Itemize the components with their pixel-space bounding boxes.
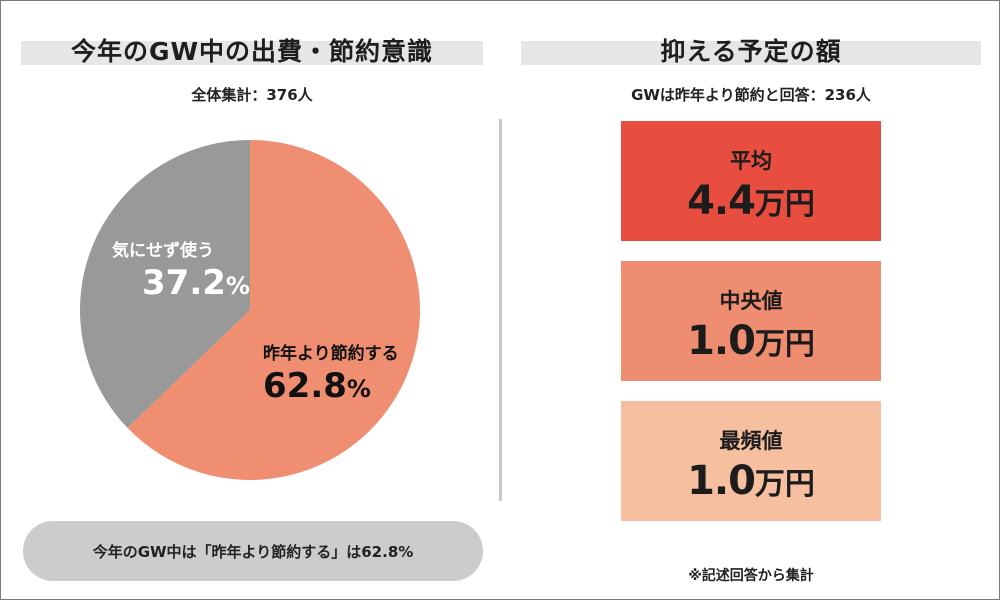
pie-label-dontcare: 気にせず使う 37.2% [112, 241, 250, 301]
slice-label-dontcare: 気にせず使う [112, 241, 214, 261]
left-section-header: 今年のGW中の出費・節約意識 [21, 37, 483, 66]
stat-number-mode: 1.0 [687, 458, 756, 504]
stat-unit-average: 万円 [754, 187, 815, 222]
pie-slice-0 [127, 140, 421, 480]
slice-pct-dontcare-number: 37.2 [142, 263, 226, 303]
stat-label-mode: 最頻値 [719, 429, 783, 453]
stat-number-average: 4.4 [687, 178, 756, 224]
footnote: ※記述回答から集計 [688, 568, 814, 584]
right-subtotal: GWは昨年より節約と回答：236人 [631, 86, 871, 104]
stat-box-mode: 最頻値 1.0万円 [621, 401, 881, 521]
slice-pct-save: 62.8% [263, 369, 399, 403]
slice-pct-save-unit: % [346, 375, 371, 403]
stat-value-median: 1.0万円 [621, 321, 881, 361]
stat-box-median: 中央値 1.0万円 [621, 261, 881, 381]
stat-label-median: 中央値 [719, 289, 783, 313]
slice-pct-dontcare-unit: % [225, 272, 250, 300]
right-section-header: 抑える予定の額 [521, 37, 981, 66]
stat-value-mode: 1.0万円 [621, 461, 881, 501]
pie-chart [80, 140, 421, 480]
left-subtotal: 全体集計：376人 [191, 86, 313, 104]
stat-value-average: 4.4万円 [621, 181, 881, 221]
pie-slice-1 [80, 140, 250, 428]
slice-label-save: 昨年より節約する [263, 344, 399, 364]
stat-box-average: 平均 4.4万円 [621, 121, 881, 241]
slice-pct-save-number: 62.8 [263, 366, 347, 406]
right-section-title: 抑える予定の額 [660, 37, 842, 66]
stat-label-average: 平均 [730, 149, 772, 173]
stat-unit-median: 万円 [754, 327, 815, 362]
stat-unit-mode: 万円 [754, 467, 815, 502]
pie-label-save: 昨年より節約する 62.8% [263, 344, 399, 404]
stat-number-median: 1.0 [687, 318, 756, 364]
summary-pill: 今年のGW中は「昨年より節約する」は62.8% [23, 521, 483, 581]
pie-chart-svg [80, 140, 421, 480]
left-section-title: 今年のGW中の出費・節約意識 [70, 37, 434, 66]
panel-divider [499, 119, 502, 501]
slice-pct-dontcare: 37.2% [112, 266, 250, 300]
